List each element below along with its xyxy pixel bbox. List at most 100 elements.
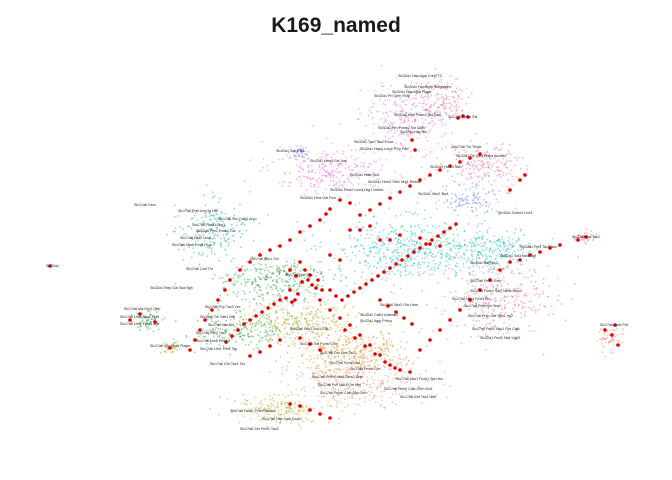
scatter-point xyxy=(269,303,271,305)
scatter-point xyxy=(253,289,256,291)
scatter-point xyxy=(403,119,406,121)
scatter-point xyxy=(546,295,549,298)
scatter-point xyxy=(304,325,307,328)
scatter-point xyxy=(451,90,454,93)
scatter-point xyxy=(310,170,313,173)
scatter-point xyxy=(368,399,371,402)
scatter-point xyxy=(552,237,554,240)
scatter-point xyxy=(335,150,338,153)
scatter-point xyxy=(517,156,520,159)
scatter-point xyxy=(276,270,278,273)
cluster-label: Slc32a1 Dmbx1 Lhx3 xyxy=(498,211,532,215)
scatter-point xyxy=(604,341,607,344)
scatter-point xyxy=(277,305,279,308)
scatter-point xyxy=(364,173,367,176)
scatter-point xyxy=(527,276,529,279)
scatter-point xyxy=(457,154,460,157)
scatter-point xyxy=(276,316,279,319)
scatter-point xyxy=(485,202,488,204)
scatter-point xyxy=(330,327,333,330)
scatter-point xyxy=(363,371,365,374)
scatter-point xyxy=(209,237,211,240)
scatter-point xyxy=(479,250,481,253)
scatter-point xyxy=(220,219,223,222)
scatter-point xyxy=(310,311,313,313)
scatter-point xyxy=(394,230,396,232)
scatter-point xyxy=(240,315,242,318)
scatter-point xyxy=(383,268,386,271)
scatter-point xyxy=(285,280,288,283)
scatter-point xyxy=(366,229,368,232)
scatter-point xyxy=(362,354,365,357)
scatter-point xyxy=(335,309,337,312)
scatter-point xyxy=(240,331,243,334)
scatter-point xyxy=(276,318,279,320)
scatter-point xyxy=(321,167,323,170)
scatter-point xyxy=(390,368,393,371)
scatter-point xyxy=(228,242,230,245)
scatter-point xyxy=(263,259,266,262)
scatter-point xyxy=(464,292,467,295)
scatter-point xyxy=(521,157,524,160)
scatter-point xyxy=(268,323,270,325)
scatter-point xyxy=(437,143,439,145)
scatter-point xyxy=(268,329,271,332)
scatter-point xyxy=(485,154,487,157)
scatter-point xyxy=(278,277,281,280)
scatter-point xyxy=(333,313,336,316)
scatter-point xyxy=(208,329,211,332)
scatter-point xyxy=(486,210,489,213)
scatter-point xyxy=(464,300,466,302)
scatter-point xyxy=(407,273,410,275)
cluster-label: Slc32a1 Agrp Prkcq xyxy=(360,319,392,323)
scatter-point xyxy=(357,386,360,389)
scatter-point xyxy=(222,233,225,236)
scatter-point xyxy=(506,192,509,195)
scatter-point xyxy=(379,321,382,324)
scatter-point xyxy=(345,159,347,162)
scatter-point xyxy=(493,266,496,268)
scatter-point xyxy=(475,201,478,204)
scatter-point xyxy=(580,239,583,242)
scatter-point xyxy=(451,132,453,135)
scatter-point xyxy=(434,262,437,265)
scatter-point xyxy=(584,232,586,234)
scatter-point xyxy=(454,180,456,183)
scatter-point xyxy=(529,330,532,332)
scatter-point xyxy=(469,272,471,275)
scatter-point xyxy=(499,176,502,179)
scatter-point xyxy=(431,273,434,276)
scatter-point xyxy=(515,241,517,244)
scatter-point xyxy=(246,404,248,406)
scatter-point xyxy=(227,341,230,343)
scatter-point xyxy=(383,343,385,345)
scatter-point xyxy=(450,258,452,261)
scatter-point xyxy=(259,402,262,405)
scatter-point xyxy=(192,247,195,250)
scatter-point xyxy=(265,275,267,277)
scatter-point xyxy=(417,127,420,130)
scatter-point xyxy=(409,98,412,100)
scatter-point xyxy=(581,236,584,239)
scatter-point xyxy=(409,132,412,135)
scatter-point xyxy=(361,335,363,338)
highlight-point xyxy=(316,278,320,282)
scatter-point xyxy=(286,264,289,267)
scatter-point xyxy=(239,316,241,319)
scatter-point xyxy=(520,230,522,232)
scatter-point xyxy=(323,381,326,384)
scatter-point xyxy=(311,322,314,325)
scatter-point xyxy=(467,257,470,259)
scatter-point xyxy=(325,371,328,374)
scatter-point xyxy=(366,378,369,381)
scatter-point xyxy=(316,333,319,335)
scatter-point xyxy=(382,112,385,115)
scatter-point xyxy=(451,268,454,271)
scatter-point xyxy=(321,174,324,177)
scatter-point xyxy=(322,344,324,347)
scatter-point xyxy=(474,238,477,241)
scatter-point xyxy=(351,339,354,342)
scatter-point xyxy=(471,186,474,188)
scatter-point xyxy=(431,256,434,258)
scatter-point xyxy=(315,293,318,295)
